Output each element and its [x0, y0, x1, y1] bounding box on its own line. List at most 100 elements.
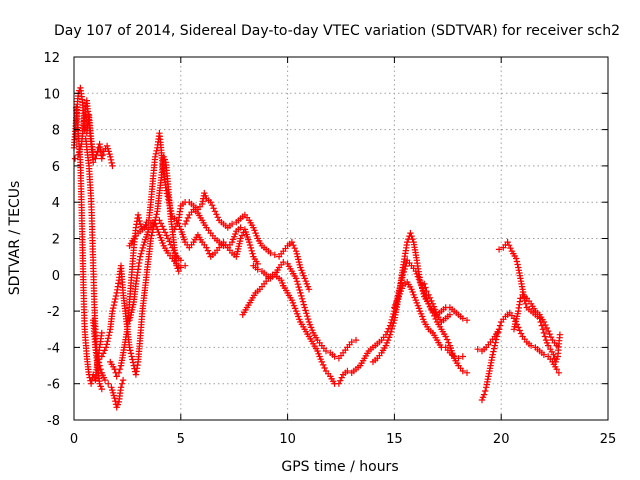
data-point [90, 159, 97, 166]
data-point [389, 322, 396, 330]
x-tick-label: 25 [600, 432, 617, 447]
data-point [103, 142, 111, 150]
data-point [298, 295, 306, 302]
data-point [106, 329, 113, 336]
data-point [517, 330, 525, 337]
data-point [117, 384, 125, 391]
data-point [459, 315, 466, 322]
data-point [101, 347, 108, 354]
x-tick-label: 5 [177, 432, 185, 447]
data-point [423, 287, 430, 295]
data-point [321, 364, 328, 372]
data-point [387, 328, 395, 335]
data-point [98, 155, 105, 162]
data-point [314, 347, 321, 355]
data-point [294, 253, 301, 260]
data-point [352, 336, 360, 344]
data-point [99, 151, 106, 159]
data-point [269, 271, 276, 278]
data-point [116, 366, 124, 373]
data-point [455, 355, 462, 362]
data-point [249, 250, 256, 257]
data-point [338, 374, 345, 381]
data-point [111, 298, 118, 306]
data-point [474, 346, 481, 353]
data-point [301, 275, 308, 282]
data-point [160, 226, 167, 233]
data-point [459, 367, 466, 375]
y-tick-label: 4 [52, 196, 60, 211]
data-point [494, 329, 502, 337]
data-point [102, 344, 110, 351]
x-tick-label: 0 [70, 432, 78, 447]
data-point [515, 324, 522, 331]
data-point [109, 307, 116, 315]
data-point [391, 304, 398, 311]
data-point [527, 342, 535, 349]
data-point [71, 155, 79, 162]
data-point [337, 377, 344, 384]
data-point [167, 204, 174, 212]
data-point [208, 202, 216, 209]
data-point [331, 353, 338, 360]
data-point [489, 351, 496, 358]
data-point [203, 244, 210, 251]
data-point [517, 295, 524, 302]
x-tick-label: 10 [279, 432, 296, 447]
data-point [184, 214, 192, 222]
data-point [304, 315, 312, 323]
data-point [135, 214, 142, 222]
data-point [390, 319, 397, 327]
data-point [289, 299, 297, 307]
data-point [251, 227, 258, 234]
data-point [183, 217, 190, 225]
data-point [177, 257, 184, 264]
data-point [490, 345, 498, 352]
data-point [431, 312, 438, 320]
data-point [293, 278, 301, 285]
data-point [290, 242, 297, 249]
data-point [480, 391, 488, 398]
data-point [228, 220, 236, 228]
data-point [220, 242, 227, 249]
data-point [513, 255, 520, 262]
data-point [421, 280, 428, 288]
data-point [428, 297, 435, 304]
data-point [495, 326, 503, 333]
data-point [541, 333, 549, 340]
data-point [443, 336, 451, 343]
data-point [170, 247, 177, 254]
data-point [101, 376, 109, 384]
data-point [237, 224, 244, 231]
data-point [302, 307, 309, 314]
y-tick-label: 2 [52, 233, 60, 248]
data-point [300, 301, 307, 308]
data-point [254, 260, 261, 268]
data-point [127, 347, 134, 354]
data-point [307, 324, 315, 331]
data-point [247, 244, 255, 252]
data-point [288, 238, 296, 246]
data-point [118, 380, 126, 387]
data-point [152, 214, 160, 221]
data-point [181, 262, 189, 269]
data-point [291, 245, 298, 252]
data-point [207, 199, 214, 206]
y-tick-label: 12 [43, 51, 60, 66]
data-point [138, 247, 146, 254]
data-point [104, 338, 111, 345]
data-point [139, 244, 146, 252]
data-point [112, 292, 120, 300]
data-point [280, 258, 287, 266]
data-point [202, 192, 209, 199]
data-point [167, 241, 174, 248]
data-point [547, 333, 555, 341]
data-point [301, 304, 308, 311]
data-point [214, 214, 221, 221]
data-points [70, 84, 564, 411]
data-point [98, 329, 105, 337]
data-point [294, 281, 302, 288]
data-point [175, 268, 182, 275]
data-point [128, 353, 135, 360]
data-point [407, 229, 414, 237]
